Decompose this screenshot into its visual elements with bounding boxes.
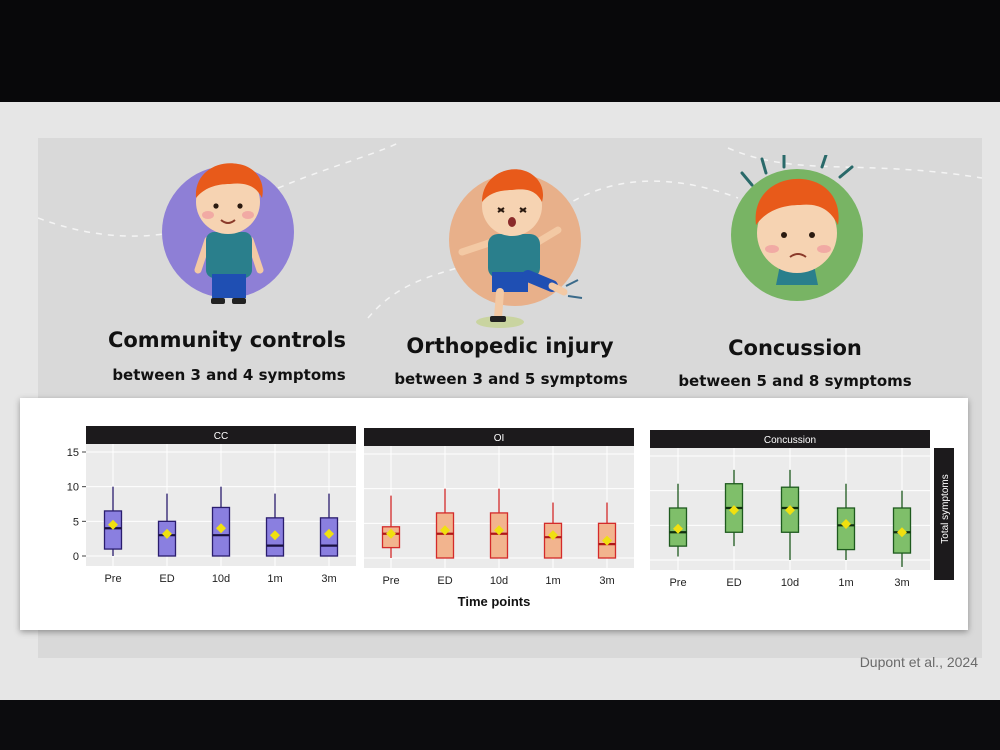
x-tick-label: ED xyxy=(437,575,452,587)
group-subtitle-concussion: between 5 and 8 symptoms xyxy=(678,372,912,390)
x-tick-label: 10d xyxy=(490,575,508,587)
y-axis-label: Total symptoms xyxy=(940,474,951,543)
y-tick-label: 5 xyxy=(73,516,79,528)
mean-marker xyxy=(162,528,172,539)
group-title-orthopedic-injury: Orthopedic injury xyxy=(406,334,614,358)
y-tick-label: 15 xyxy=(67,447,79,459)
panel-strip-cc xyxy=(86,426,356,444)
orthopedic-injury-illustration xyxy=(449,169,583,328)
mean-marker xyxy=(108,519,118,530)
room-background-top xyxy=(0,0,1000,110)
mean-marker xyxy=(494,525,504,536)
box xyxy=(435,512,455,559)
box xyxy=(489,512,509,559)
x-tick-label: 1m xyxy=(545,575,560,587)
x-tick-label: Pre xyxy=(669,577,686,589)
x-tick-label: Pre xyxy=(104,573,121,585)
mean-marker xyxy=(785,505,795,516)
group-title-community-controls: Community controls xyxy=(107,328,347,352)
x-tick-label: 10d xyxy=(212,573,230,585)
panel-title-cc: CC xyxy=(214,431,228,442)
group-title-concussion: Concussion xyxy=(728,336,862,360)
box xyxy=(103,510,123,550)
mean-marker xyxy=(841,518,851,529)
x-tick-label: 1m xyxy=(267,573,282,585)
mean-marker xyxy=(386,528,396,539)
panel-strip-concussion xyxy=(650,430,930,448)
group-subtitle-community-controls: between 3 and 4 symptoms xyxy=(112,366,346,384)
x-tick-label: Pre xyxy=(382,575,399,587)
community-controls-illustration xyxy=(162,163,294,304)
boxplot-chart: CC Pre ED 10d 1m 3m 0 5 10 15 OI Pre ED 10d 1m 3m Concus… xyxy=(20,398,968,630)
box xyxy=(543,522,563,559)
concussion-illustration xyxy=(731,155,863,301)
x-tick-label: 3m xyxy=(894,577,909,589)
mean-marker xyxy=(897,527,907,538)
citation: Dupont et al., 2024 xyxy=(859,654,978,670)
x-tick-label: 3m xyxy=(321,573,336,585)
panel-strip-oi xyxy=(364,428,634,446)
mean-marker xyxy=(324,528,334,539)
mean-marker xyxy=(216,523,226,534)
group-subtitle-orthopedic-injury: between 3 and 5 symptoms xyxy=(394,370,628,388)
x-tick-label: ED xyxy=(726,577,741,589)
mean-marker xyxy=(548,530,558,541)
x-axis-label: Time points xyxy=(458,594,531,609)
mean-marker xyxy=(729,505,739,516)
mean-marker xyxy=(440,525,450,536)
x-tick-label: 1m xyxy=(838,577,853,589)
mean-marker xyxy=(602,535,612,546)
mean-marker xyxy=(270,530,280,541)
x-tick-label: 3m xyxy=(599,575,614,587)
y-tick-label: 0 xyxy=(73,551,79,563)
boxplot-svg: CC Pre ED 10d 1m 3m 0 5 10 15 OI Pre ED 10d 1m 3m Concus… xyxy=(67,426,954,609)
y-tick-label: 10 xyxy=(67,482,79,494)
ylabel-strip xyxy=(934,448,954,580)
panel-title-concussion: Concussion xyxy=(764,435,816,446)
panel-title-oi: OI xyxy=(494,433,505,444)
mean-marker xyxy=(673,523,683,534)
x-tick-label: ED xyxy=(159,573,174,585)
x-tick-label: 10d xyxy=(781,577,799,589)
